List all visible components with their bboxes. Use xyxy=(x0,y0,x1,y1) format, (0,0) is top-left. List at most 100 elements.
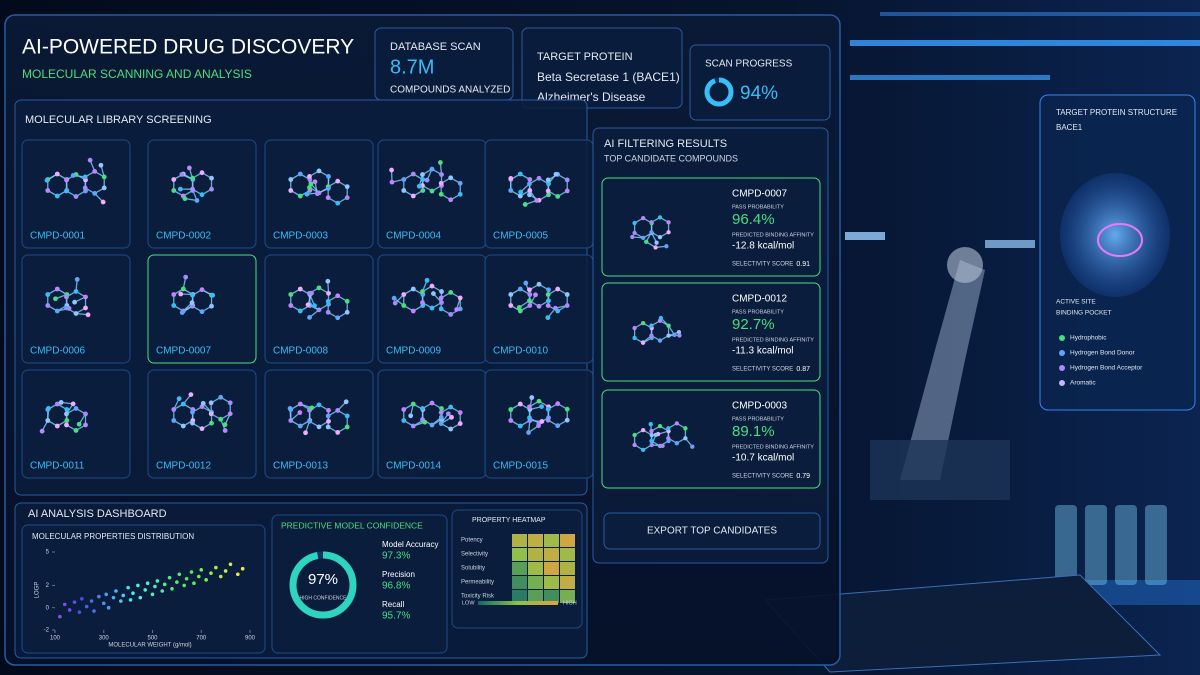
compound-card[interactable] xyxy=(21,139,131,249)
molecule-atom xyxy=(304,191,310,197)
compound-card[interactable] xyxy=(21,369,131,479)
molecule-atom xyxy=(666,333,671,338)
molecule-atom xyxy=(518,189,524,195)
candidate-card[interactable] xyxy=(601,177,821,277)
molecule-atom xyxy=(344,184,350,190)
compound-id: CMPD-0009 xyxy=(386,346,441,357)
molecule-atom xyxy=(410,171,416,177)
molecule-atom xyxy=(58,400,64,405)
x-tick-label: 100 xyxy=(50,636,61,642)
compound-id: CMPD-0013 xyxy=(273,461,328,472)
wall-light xyxy=(845,232,885,240)
molecule-atom xyxy=(307,315,312,320)
molecule-atom xyxy=(64,407,70,412)
molecule-atom xyxy=(564,177,570,183)
molecule-atom xyxy=(70,401,76,407)
scatter-point xyxy=(145,581,150,585)
scatter-point xyxy=(80,597,84,601)
molecule-atom xyxy=(674,441,679,446)
compound-card[interactable] xyxy=(264,369,374,479)
heatmap-cell xyxy=(544,562,559,575)
molecule-atom xyxy=(657,235,663,240)
export-button[interactable] xyxy=(603,512,821,550)
molecule-atom xyxy=(401,177,407,182)
molecule-atom xyxy=(657,423,663,429)
molecule-atom xyxy=(644,239,649,244)
compound-card[interactable] xyxy=(21,254,131,364)
scatter-point xyxy=(136,583,140,588)
compound-card[interactable] xyxy=(147,254,257,364)
compound-card[interactable] xyxy=(147,369,257,479)
heatmap-cell xyxy=(528,576,543,589)
compound-id: CMPD-0005 xyxy=(493,231,548,242)
candidate-card[interactable] xyxy=(601,282,821,382)
panel-title: AI ANALYSIS DASHBOARD xyxy=(28,508,167,520)
molecule-atom xyxy=(457,421,463,426)
scatter-point xyxy=(143,588,147,592)
scatter-point xyxy=(160,589,165,593)
metric-name: Recall xyxy=(382,600,404,609)
scatter-point xyxy=(72,600,77,604)
molecule-atom xyxy=(335,293,341,299)
molecule-atom xyxy=(632,432,637,438)
molecule-atom xyxy=(190,292,195,298)
molecule-atom xyxy=(630,234,635,240)
molecule-atom xyxy=(527,287,532,293)
legend-swatch xyxy=(1059,335,1065,341)
molecule-atom xyxy=(73,406,79,411)
chart-title: MOLECULAR PROPERTIES DISTRIBUTION xyxy=(32,532,194,541)
scatter-point xyxy=(104,592,108,597)
molecule-atom xyxy=(74,277,80,282)
scatter-point xyxy=(106,605,111,610)
molecule-atom xyxy=(445,411,451,417)
molecule-atom xyxy=(641,235,646,241)
compound-id: CMPD-0012 xyxy=(156,461,211,472)
molecule-atom xyxy=(416,183,422,189)
heatmap-legend xyxy=(478,601,558,605)
molecule-atom xyxy=(564,417,570,423)
molecule-atom xyxy=(227,400,233,406)
molecule-atom xyxy=(448,290,454,295)
molecule-atom xyxy=(188,392,194,398)
molecule-atom xyxy=(517,308,523,314)
molecule-atom xyxy=(297,410,303,415)
molecule-atom xyxy=(523,280,529,286)
scatter-point xyxy=(121,593,126,598)
molecule-atom xyxy=(303,430,308,436)
molecule-atom xyxy=(457,180,463,186)
scatter-point xyxy=(218,574,223,579)
molecule-atom xyxy=(654,240,659,245)
selectivity-score: 0.79 xyxy=(796,473,810,480)
molecule-atom xyxy=(194,198,200,203)
molecule-atom xyxy=(632,325,637,331)
molecule-atom xyxy=(64,418,70,423)
candidate-card[interactable] xyxy=(601,389,821,489)
vial xyxy=(1145,505,1167,585)
scatter-point xyxy=(114,589,118,593)
heatmap-cell xyxy=(512,548,527,561)
molecule-atom xyxy=(297,193,303,199)
pass-probability: 92.7% xyxy=(732,316,775,333)
molecule-atom xyxy=(190,303,195,309)
molecule-atom xyxy=(536,423,541,429)
molecule-atom xyxy=(179,310,185,315)
molecule-atom xyxy=(92,190,98,196)
ring-arc xyxy=(704,77,734,107)
molecule-atom xyxy=(325,195,331,201)
molecule-atom xyxy=(517,401,523,407)
molecule-atom xyxy=(401,303,407,308)
heatmap-cell xyxy=(512,590,527,603)
molecule-atom xyxy=(439,300,444,305)
molecule-atom xyxy=(66,306,72,311)
pass-probability: 96.4% xyxy=(732,211,775,228)
panel-title: PREDICTIVE MODEL CONFIDENCE xyxy=(281,520,423,530)
molecule-atom xyxy=(641,447,646,453)
molecule-atom xyxy=(392,300,398,306)
molecule-atom xyxy=(316,285,322,291)
molecule-atom xyxy=(297,286,303,292)
x-tick-label: 900 xyxy=(245,636,256,642)
molecule-atom xyxy=(180,286,186,292)
molecule-atom xyxy=(325,298,331,304)
molecule-atom xyxy=(64,411,69,417)
legend-label: Hydrophobic xyxy=(1070,335,1107,342)
